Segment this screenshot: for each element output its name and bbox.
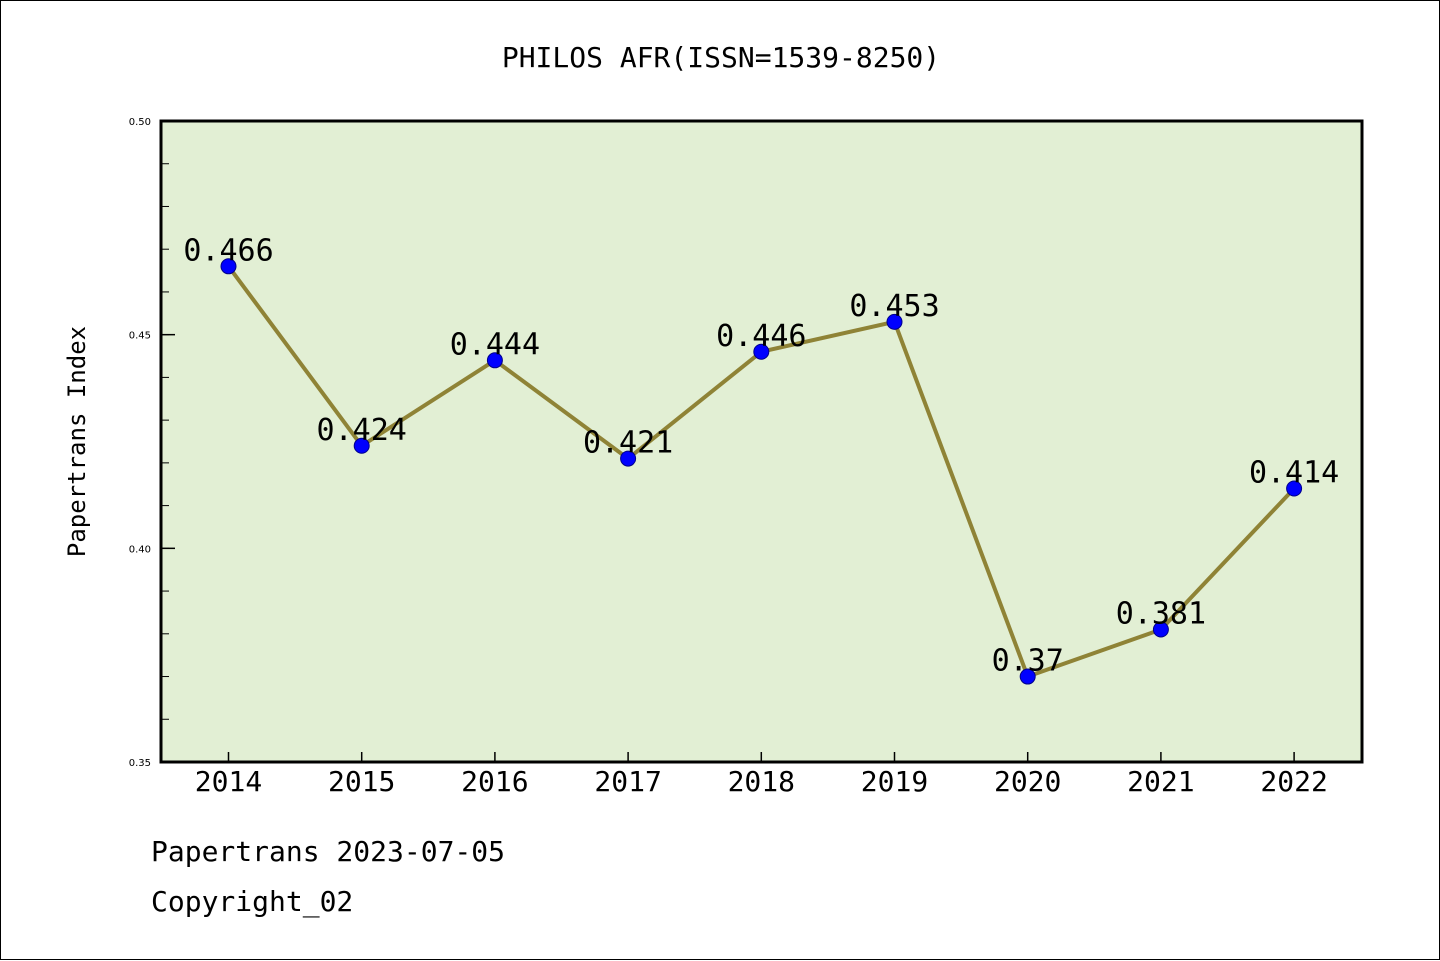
- x-tick-label: 2014: [195, 765, 262, 798]
- y-tick-label: 0.40: [129, 544, 151, 555]
- data-point: [886, 313, 903, 330]
- data-markers: [220, 258, 1303, 685]
- data-point: [620, 450, 637, 467]
- data-label: 0.453: [849, 289, 939, 324]
- data-point: [1152, 621, 1169, 638]
- data-point: [1286, 480, 1303, 497]
- footer-copyright: Copyright_02: [151, 885, 354, 918]
- data-label: 0.466: [183, 233, 273, 268]
- x-tick-label: 2017: [594, 765, 661, 798]
- chart-title: PHILOS AFR(ISSN=1539-8250): [502, 41, 940, 74]
- x-tick-label: 2020: [994, 765, 1061, 798]
- data-point: [220, 258, 237, 275]
- data-label: 0.446: [716, 319, 806, 354]
- y-tick-label: 0.35: [129, 758, 151, 769]
- x-tick-label: 2016: [461, 765, 528, 798]
- x-tick-label: 2021: [1127, 765, 1194, 798]
- x-tick-label: 2019: [861, 765, 928, 798]
- x-axis-ticks: 2014 2015 2016 2017 2018 2019 2020 2021 2022: [195, 752, 1328, 798]
- data-label: 0.424: [317, 413, 407, 448]
- y-tick-label: 0.50: [129, 117, 151, 128]
- data-point: [753, 343, 770, 360]
- x-tick-label: 2018: [728, 765, 795, 798]
- data-label: 0.421: [583, 426, 673, 461]
- data-label: 0.414: [1249, 456, 1339, 491]
- data-label: 0.444: [450, 327, 540, 362]
- data-label: 0.37: [992, 644, 1064, 679]
- data-point: [353, 437, 370, 454]
- data-labels: 0.466 0.424 0.444 0.421 0.446 0.453 0.37 0.381 0…: [183, 233, 1339, 678]
- y-tick-label: 0.45: [129, 331, 151, 342]
- x-tick-label: 2015: [328, 765, 395, 798]
- y-axis-label: Papertrans Index: [63, 326, 91, 557]
- x-tick-label: 2022: [1260, 765, 1327, 798]
- plot-border: [159, 119, 1364, 764]
- data-label: 0.381: [1116, 597, 1206, 632]
- data-point: [1019, 668, 1036, 685]
- footer-source-date: Papertrans 2023-07-05: [151, 835, 506, 868]
- data-point: [486, 352, 503, 369]
